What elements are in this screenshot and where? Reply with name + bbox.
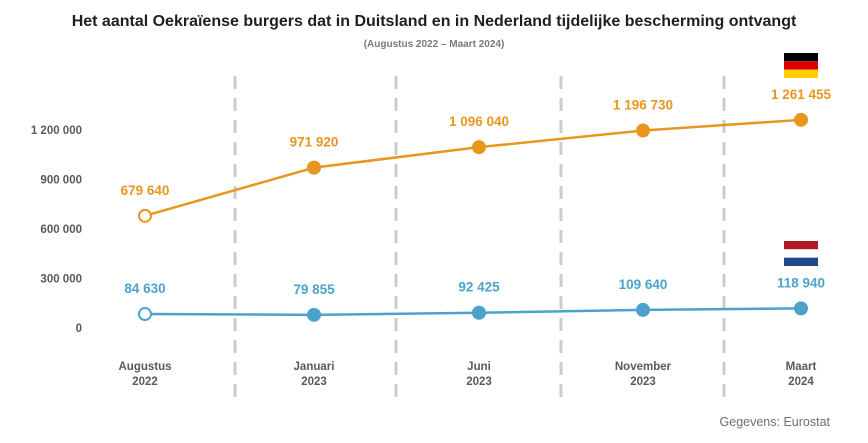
x-tick-label-year: 2023 [301, 376, 327, 388]
data-label: 84 630 [124, 281, 165, 296]
x-tick-label: November [615, 361, 672, 373]
data-point [794, 301, 808, 316]
data-label: 79 855 [293, 282, 335, 297]
data-label: 1 096 040 [449, 114, 509, 129]
data-label: 679 640 [121, 183, 170, 198]
series-line [144, 118, 802, 218]
data-point [472, 305, 486, 320]
data-point [472, 140, 486, 155]
x-tick-label: Juni [467, 361, 491, 373]
data-label: 1 261 455 [771, 87, 832, 102]
y-tick-label: 0 [76, 323, 82, 335]
source-note: Gegevens: Eurostat [719, 415, 830, 429]
x-tick-label-year: 2023 [466, 376, 492, 388]
chart-title: Het aantal Oekraïense burgers dat in Dui… [71, 13, 797, 30]
data-point [307, 307, 321, 322]
x-tick-label: Januari [294, 361, 335, 373]
x-tick-label-year: 2022 [132, 376, 158, 388]
germany-flag-icon [784, 53, 818, 78]
data-point [138, 307, 152, 322]
data-point [307, 160, 321, 175]
data-point [636, 123, 650, 138]
x-tick-label: Maart [786, 361, 817, 373]
data-label: 92 425 [458, 280, 500, 295]
data-label: 109 640 [619, 277, 668, 292]
data-point [636, 302, 650, 317]
chart-subtitle: (Augustus 2022 – Maart 2024) [363, 39, 505, 50]
data-point [138, 208, 152, 223]
y-tick-label: 300 000 [40, 274, 82, 286]
y-tick-label: 900 000 [40, 175, 82, 187]
netherlands-flag-icon [784, 241, 818, 266]
x-tick-label-year: 2023 [630, 376, 656, 388]
x-tick-label: Augustus [118, 361, 171, 373]
x-tick-label-year: 2024 [788, 376, 814, 388]
data-label: 118 940 [777, 275, 825, 290]
data-point [794, 112, 808, 127]
data-label: 1 196 730 [613, 98, 673, 113]
y-tick-label: 600 000 [40, 224, 82, 236]
y-tick-label: 1 200 000 [31, 125, 82, 137]
data-label: 971 920 [290, 135, 339, 150]
